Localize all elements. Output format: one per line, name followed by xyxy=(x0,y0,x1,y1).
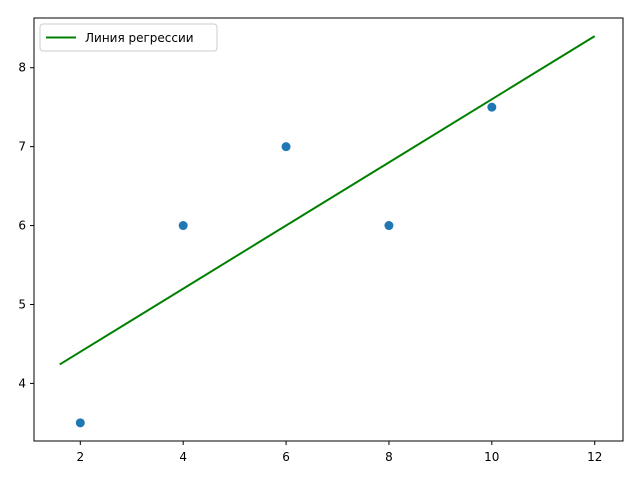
x-tick-label: 10 xyxy=(484,450,499,464)
legend-label-regression: Линия регрессии xyxy=(85,31,194,45)
legend: Линия регрессии xyxy=(39,23,218,52)
plot-frame xyxy=(33,17,624,442)
y-tick-label: 5 xyxy=(18,297,26,311)
y-tick-label: 7 xyxy=(18,140,26,154)
scatter-point xyxy=(281,142,291,152)
y-tick-label: 6 xyxy=(18,219,26,233)
scatter-point xyxy=(384,221,394,231)
axis-ticks: 2 4 6 8 10 12 4 5 6 7 8 xyxy=(18,61,602,464)
regression-line xyxy=(59,35,596,366)
x-tick-label: 12 xyxy=(587,450,602,464)
x-tick-label: 8 xyxy=(385,450,393,464)
y-tick-label: 4 xyxy=(18,376,26,390)
legend-box xyxy=(39,23,218,52)
series-layer xyxy=(59,35,596,428)
x-tick-label: 4 xyxy=(179,450,187,464)
scatter-point xyxy=(178,221,188,231)
y-tick-label: 8 xyxy=(18,61,26,75)
x-tick-label: 2 xyxy=(76,450,84,464)
scatter-point xyxy=(487,102,497,112)
x-tick-label: 6 xyxy=(282,450,290,464)
plot-area xyxy=(34,18,623,441)
scatter-point xyxy=(75,418,85,428)
